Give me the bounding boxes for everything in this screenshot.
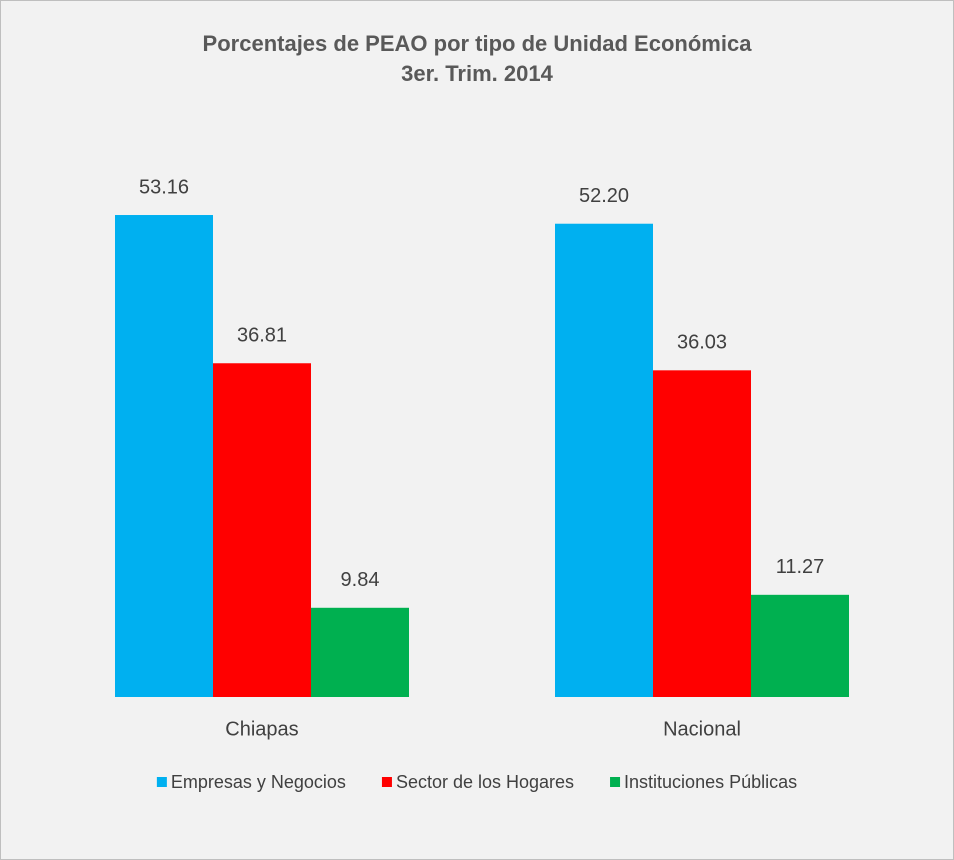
legend-swatch — [381, 777, 392, 787]
data-label: 53.16 — [139, 176, 189, 198]
data-label: 36.03 — [677, 332, 727, 354]
legend-label: Sector de los Hogares — [396, 772, 574, 792]
legend-label: Empresas y Negocios — [171, 772, 346, 792]
legend-swatch — [610, 777, 621, 787]
bar — [555, 223, 653, 697]
data-label: 11.27 — [776, 556, 825, 578]
x-tick-label: Nacional — [663, 718, 741, 740]
chart-title: Porcentajes de PEAO por tipo de Unidad E… — [203, 31, 753, 56]
data-label: 9.84 — [341, 569, 380, 591]
legend-swatch — [156, 777, 167, 787]
bar — [311, 607, 409, 697]
chart-subtitle: 3er. Trim. 2014 — [401, 61, 553, 86]
bar — [213, 363, 311, 697]
x-tick-label: Chiapas — [225, 718, 298, 740]
bar — [751, 594, 849, 697]
data-label: 52.20 — [579, 185, 629, 207]
data-label: 36.81 — [237, 325, 287, 347]
bar — [115, 215, 213, 698]
bar — [653, 370, 751, 697]
legend-label: Instituciones Públicas — [624, 772, 797, 792]
